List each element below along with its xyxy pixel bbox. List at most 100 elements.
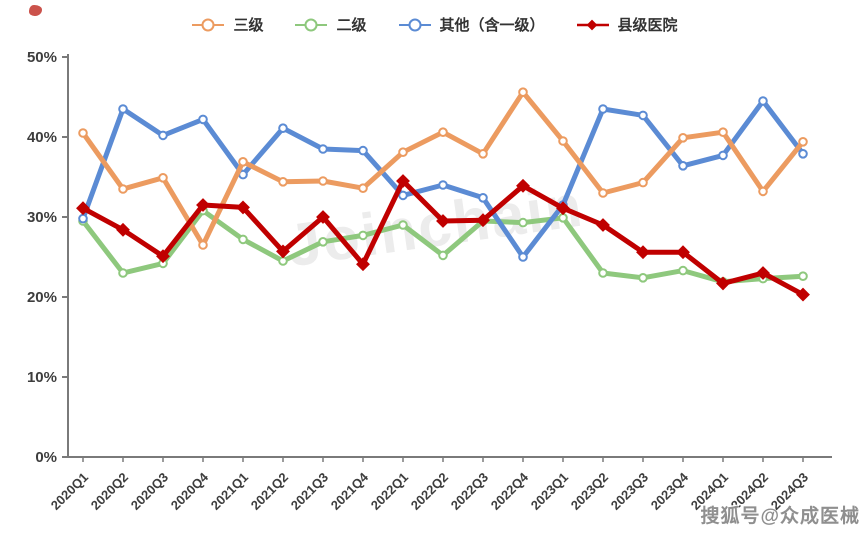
- data-point-circle: [598, 268, 608, 278]
- data-point-diamond: [596, 218, 610, 232]
- data-point-circle: [518, 217, 528, 228]
- data-point-diamond: [76, 201, 90, 216]
- data-point-circle: [78, 128, 88, 138]
- data-point-diamond: [116, 222, 130, 237]
- data-point-circle: [438, 250, 448, 261]
- x-axis-tick-label: 2023Q2: [568, 470, 611, 513]
- data-point-circle: [118, 184, 128, 194]
- x-axis-tick-label: 2021Q3: [288, 470, 331, 513]
- data-point-circle: [278, 177, 288, 187]
- legend-item-3: 县级医院: [575, 14, 678, 35]
- x-axis-tick-label: 2023Q4: [648, 469, 692, 513]
- x-axis-tick-label: 2020Q3: [128, 470, 171, 513]
- legend-label: 县级医院: [617, 17, 678, 34]
- data-point-circle: [358, 145, 368, 156]
- y-axis-tick-label: 50%: [27, 49, 57, 66]
- data-point-circle: [798, 271, 808, 282]
- data-point-diamond: [436, 214, 450, 228]
- legend-item-1: 二级: [293, 14, 367, 35]
- data-point-circle: [558, 213, 568, 223]
- data-point-diamond: [556, 201, 570, 216]
- y-axis-tick-label: 20%: [27, 289, 57, 306]
- data-point-circle: [478, 193, 488, 203]
- data-point-diamond: [636, 245, 650, 260]
- data-point-circle: [718, 127, 728, 137]
- data-point-circle: [438, 180, 448, 190]
- data-point-circle: [318, 144, 328, 154]
- data-point-circle: [78, 213, 88, 224]
- data-point-diamond: [796, 287, 810, 302]
- data-point-circle: [158, 130, 168, 141]
- data-point-diamond: [676, 245, 690, 260]
- legend-item-2: 其他（含一级）: [397, 14, 545, 35]
- data-point-circle: [318, 237, 328, 247]
- legend-circle-marker-icon: [398, 18, 431, 31]
- x-axis-tick-label: 2023Q3: [608, 470, 651, 513]
- data-point-circle: [638, 177, 648, 188]
- chart-legend: 三级 二级 其他（含一级） 县级医院: [0, 14, 868, 35]
- data-point-diamond: [716, 276, 730, 291]
- x-axis-tick-label: 2020Q1: [48, 470, 91, 513]
- series-line-3: [80, 178, 806, 298]
- watermark-sohu: 搜狐号@众成医械: [700, 506, 860, 527]
- x-axis-tick-label: 2021Q1: [208, 470, 251, 513]
- data-point-circle: [198, 240, 208, 250]
- x-axis-tick-label: 2023Q1: [528, 470, 571, 513]
- series-line-2: [80, 98, 806, 260]
- data-point-circle: [278, 256, 288, 266]
- x-axis-tick-label: 2022Q2: [408, 470, 451, 513]
- data-point-circle: [518, 252, 528, 262]
- y-axis-tick-label: 40%: [27, 129, 57, 146]
- data-point-circle: [238, 234, 248, 245]
- legend-label: 二级: [336, 17, 367, 34]
- axes: [67, 54, 832, 458]
- data-point-circle: [438, 127, 448, 137]
- data-point-diamond: [516, 178, 530, 193]
- data-point-circle: [678, 265, 688, 276]
- data-point-circle: [398, 190, 408, 201]
- data-point-circle: [638, 273, 648, 283]
- y-axis-tick-label: 10%: [27, 369, 57, 386]
- data-point-circle: [398, 220, 408, 230]
- x-axis-tick-label: 2020Q2: [88, 470, 131, 513]
- legend-label: 其他（含一级）: [439, 17, 545, 34]
- data-point-circle: [758, 96, 768, 106]
- data-point-diamond: [196, 198, 210, 212]
- legend-diamond-marker-icon: [576, 19, 609, 30]
- data-point-circle: [798, 149, 808, 159]
- data-point-circle: [118, 104, 128, 114]
- data-point-circle: [678, 161, 688, 171]
- x-axis-tick-label: 2022Q1: [368, 470, 411, 513]
- data-point-circle: [478, 149, 488, 159]
- data-point-circle: [318, 176, 328, 186]
- legend-circle-marker-icon: [295, 18, 328, 31]
- y-axis-tick-label: 0%: [35, 449, 57, 466]
- data-point-circle: [398, 147, 408, 157]
- data-point-circle: [278, 123, 288, 133]
- data-point-circle: [798, 137, 808, 147]
- legend-circle-marker-icon: [192, 18, 225, 31]
- data-point-diamond: [476, 213, 490, 228]
- data-point-circle: [638, 110, 648, 121]
- data-point-diamond: [756, 266, 770, 280]
- data-point-diamond: [396, 174, 410, 188]
- data-point-circle: [238, 157, 248, 167]
- data-point-diamond: [316, 210, 330, 224]
- data-point-circle: [198, 114, 208, 125]
- data-point-circle: [358, 183, 368, 193]
- data-point-diamond: [236, 200, 250, 215]
- data-point-circle: [598, 104, 608, 114]
- data-point-diamond: [156, 249, 170, 264]
- x-axis-tick-label: 2022Q4: [488, 469, 532, 513]
- data-point-circle: [718, 150, 728, 161]
- legend-item-0: 三级: [190, 14, 263, 35]
- data-point-circle: [598, 188, 608, 198]
- data-point-diamond: [276, 244, 290, 259]
- data-point-circle: [758, 186, 768, 197]
- x-axis-tick-label: 2020Q4: [168, 469, 212, 513]
- x-axis-tick-label: 2021Q2: [248, 470, 291, 513]
- data-point-circle: [558, 136, 568, 146]
- data-point-circle: [118, 268, 128, 278]
